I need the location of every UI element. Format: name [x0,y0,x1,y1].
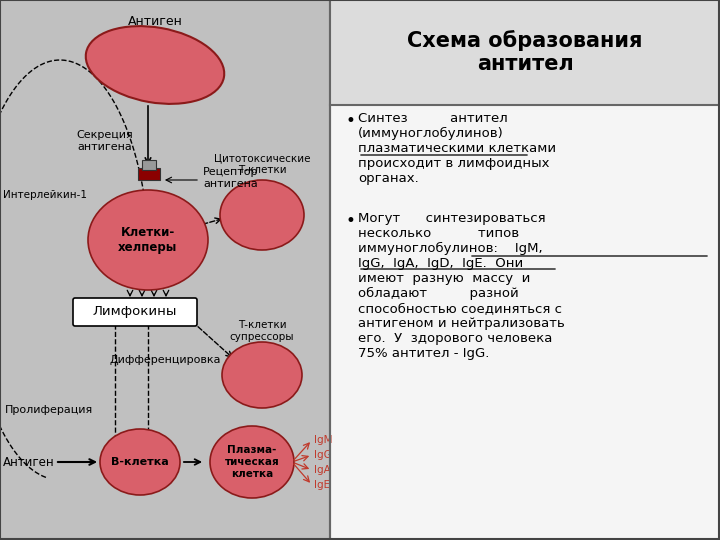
Text: Пролиферация: Пролиферация [5,405,94,415]
Text: Синтез          антител
(иммуноглобулинов)
плазматическими клетками
происходит в: Синтез антител (иммуноглобулинов) плазма… [358,112,556,185]
Text: Антиген: Антиген [127,15,182,28]
Ellipse shape [210,426,294,498]
Text: Секреция
антигена: Секреция антигена [76,130,133,152]
Bar [138,168,160,180]
FancyBboxPatch shape [73,298,197,326]
Text: •: • [345,112,355,130]
Text: Клетки-
хелперы: Клетки- хелперы [118,226,178,254]
Text: IgA: IgA [314,465,330,475]
Text: Цитотоксические
Т-клетки: Цитотоксические Т-клетки [214,153,310,175]
Text: IgG: IgG [314,450,332,460]
Text: Лимфокины: Лимфокины [93,306,177,319]
Text: Антиген: Антиген [3,456,55,469]
Text: IgM: IgM [314,435,333,445]
Text: IgE: IgE [314,480,330,490]
Text: В-клетка: В-клетка [111,457,169,467]
Bar [330,0,720,105]
Text: •: • [345,212,355,230]
Ellipse shape [100,429,180,495]
Ellipse shape [220,180,304,250]
Ellipse shape [88,190,208,290]
Text: Т-клетки
супрессоры: Т-клетки супрессоры [230,320,294,342]
Bar [330,0,720,540]
Ellipse shape [86,26,224,104]
Text: Интерлейкин-1: Интерлейкин-1 [3,190,87,200]
Text: Рецептор
антигена: Рецептор антигена [203,167,258,189]
Text: Дифференцировка: Дифференцировка [109,355,221,365]
Text: Могут      синтезироваться
несколько           типов
иммуноглобулинов:    IgM,
I: Могут синтезироваться несколько типов им… [358,212,564,360]
Ellipse shape [222,342,302,408]
Text: Плазма-
тическая
клетка: Плазма- тическая клетка [225,446,279,478]
Text: Схема образования
антител: Схема образования антител [408,30,643,74]
Bar [142,160,156,170]
Bar [0,0,330,540]
